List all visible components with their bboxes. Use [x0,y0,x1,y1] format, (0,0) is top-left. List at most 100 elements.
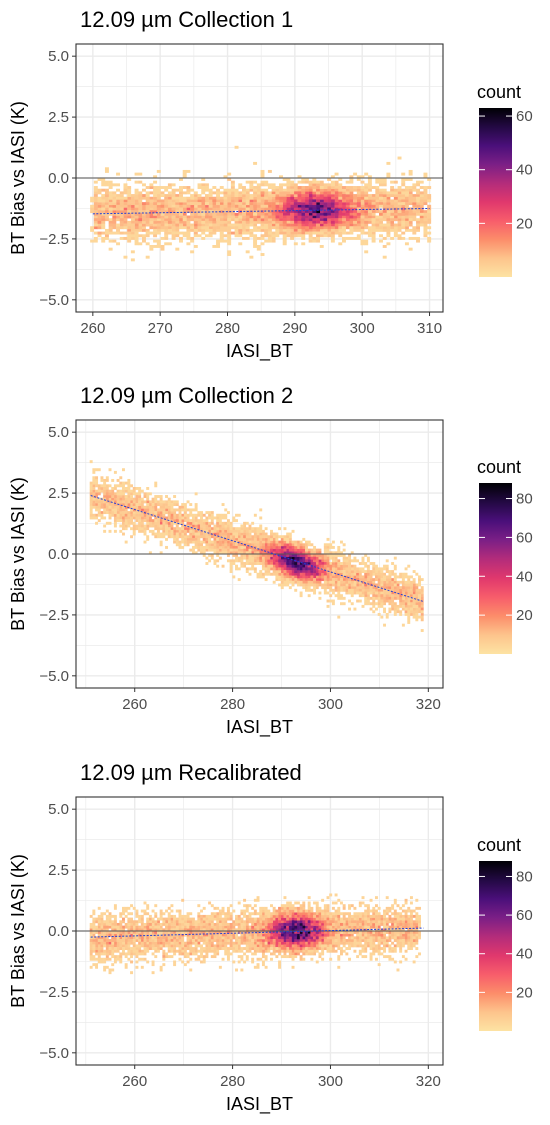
density-cell [288,917,292,921]
density-cell [297,231,302,235]
density-cell [267,186,272,189]
density-cell [251,928,255,932]
density-cell [93,223,98,227]
density-cell [156,186,161,189]
density-cell [123,218,128,222]
density-cell [227,218,232,222]
density-cell [329,583,333,587]
density-cell [416,239,421,243]
density-cell [116,941,120,945]
density-cell [264,223,269,227]
density-cell [191,524,195,528]
density-cell [132,516,136,520]
density-cell [173,925,177,929]
density-cell [264,570,268,574]
density-cell [330,220,335,224]
density-cell [316,236,321,240]
density-cell [280,944,284,948]
density-cell [153,186,158,189]
density-cell [200,519,203,523]
density-cell [334,928,338,932]
density-cell [316,231,321,235]
density-cell [191,540,195,544]
density-cell [181,925,185,929]
density-cell [348,572,352,576]
density-cell [340,602,343,606]
density-cell [111,505,115,509]
density-cell [179,191,183,195]
density-cell [372,933,376,937]
density-cell [219,212,224,216]
density-cell [353,567,357,571]
density-cell [353,914,357,918]
density-cell [123,199,128,203]
density-cell [404,186,409,189]
density-cell [331,599,335,603]
density-cell [181,535,185,539]
density-cell [204,186,209,189]
density-cell [241,228,246,232]
density-cell [401,172,406,176]
density-cell [116,204,121,208]
x-tick-label: 290 [282,320,307,337]
density-cell [313,556,317,560]
density-cell [371,212,376,216]
density-cell [338,186,343,189]
density-cell [305,559,308,563]
density-cell [340,936,343,940]
density-cell [190,204,195,208]
density-cell [216,535,220,539]
density-cell [200,543,203,547]
density-cell [308,194,313,198]
density-cell [186,199,191,203]
density-cell [358,936,362,940]
density-cell [288,562,292,565]
density-cell [89,503,93,507]
density-cell [241,188,246,192]
density-cell [212,210,217,214]
density-cell [323,210,328,214]
density-cell [197,925,201,929]
density-cell [415,588,419,592]
density-cell [159,524,163,528]
density-cell [127,513,131,517]
density-cell [245,236,250,240]
density-cell [245,231,250,235]
density-cell [319,199,324,203]
density-cell [122,524,125,528]
density-cell [348,925,352,929]
density-cell [302,543,306,547]
density-cell [259,922,263,926]
density-cell [374,594,378,598]
density-cell [112,196,117,200]
density-cell [286,226,291,230]
density-cell [146,516,150,520]
density-cell [382,188,387,192]
density-cell [113,922,117,926]
density-cell [226,548,230,552]
density-cell [308,202,313,206]
density-cell [271,183,276,187]
density-cell [340,562,343,565]
density-cell [294,933,298,937]
density-cell [226,914,230,918]
density-cell [326,554,330,557]
density-cell [423,212,428,216]
density-cell [307,572,311,576]
density-cell [245,180,250,184]
density-cell [112,239,117,243]
density-cell [367,234,372,238]
density-cell [156,920,160,924]
density-cell [92,516,96,520]
density-cell [175,527,179,531]
density-cell [248,554,252,557]
density-cell [238,191,243,195]
density-cell [329,567,333,571]
density-cell [165,928,168,932]
density-cell [119,524,123,528]
density-cell [213,535,217,539]
density-cell [412,186,417,189]
density-cell [272,572,276,576]
density-cell [423,210,428,214]
density-cell [412,580,416,584]
